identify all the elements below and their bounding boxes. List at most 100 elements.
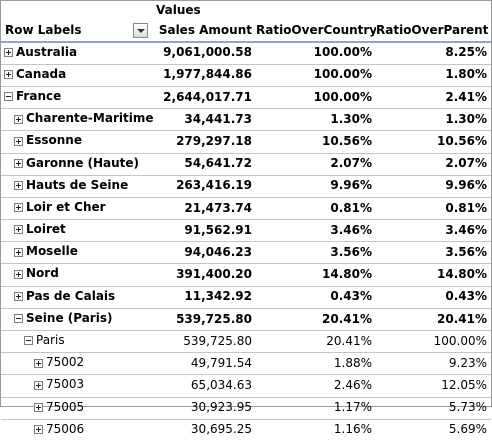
expand-icon[interactable] [34,359,43,368]
table-row[interactable]: Hauts de Seine 263,416.19 9.96% 9.96% [1,175,491,197]
ratio-over-country-cell: 100.00% [256,86,376,108]
ratio-over-country-cell: 9.96% [256,175,376,197]
ratio-over-parent-cell: 3.56% [376,242,491,264]
sales-amount-cell: 21,473.74 [154,197,256,219]
ratio-over-parent-cell: 0.81% [376,197,491,219]
ratio-over-country-cell: 2.46% [256,375,376,397]
ratio-over-parent-cell: 1.80% [376,64,491,86]
table-row[interactable]: Garonne (Haute) 54,641.72 2.07% 2.07% [1,153,491,175]
sales-amount-cell: 34,441.73 [154,109,256,131]
sales-amount-cell: 539,725.80 [154,331,256,353]
collapse-icon[interactable] [14,314,23,323]
ratio-over-country-cell: 1.30% [256,109,376,131]
expand-icon[interactable] [14,203,23,212]
column-header-sales-amount[interactable]: Sales Amount [154,21,256,42]
row-label: Australia [16,43,77,63]
ratio-over-country-cell: 1.88% [256,353,376,375]
sales-amount-cell: 49,791.54 [154,353,256,375]
ratio-over-country-cell: 2.07% [256,153,376,175]
row-labels-filter-dropdown-icon[interactable] [133,23,148,38]
row-label: Pas de Calais [26,287,115,307]
sales-amount-cell: 539,725.80 [154,308,256,330]
table-row[interactable]: Seine (Paris) 539,725.80 20.41% 20.41% [1,308,491,330]
expand-icon[interactable] [14,270,23,279]
ratio-over-parent-cell: 5.69% [376,419,491,441]
row-label: Nord [26,264,59,284]
table-row[interactable]: Loiret 91,562.91 3.46% 3.46% [1,220,491,242]
column-header-ratio-over-parent[interactable]: RatioOverParent [376,21,491,42]
ratio-over-country-cell: 10.56% [256,131,376,153]
values-header: Values [154,1,256,21]
table-row[interactable]: 75006 30,695.25 1.16% 5.69% [1,419,491,441]
table-row[interactable]: Moselle 94,046.23 3.56% 3.56% [1,242,491,264]
row-label: Moselle [26,242,78,262]
sales-amount-cell: 11,342.92 [154,286,256,308]
sales-amount-cell: 30,695.25 [154,419,256,441]
table-row[interactable]: Loir et Cher 21,473.74 0.81% 0.81% [1,197,491,219]
ratio-over-country-cell: 100.00% [256,64,376,86]
expand-icon[interactable] [34,403,43,412]
collapse-icon[interactable] [4,92,13,101]
ratio-over-country-cell: 0.81% [256,197,376,219]
sales-amount-cell: 91,562.91 [154,220,256,242]
sales-amount-cell: 9,061,000.58 [154,42,256,65]
sales-amount-cell: 54,641.72 [154,153,256,175]
expand-icon[interactable] [14,181,23,190]
sales-amount-cell: 263,416.19 [154,175,256,197]
expand-icon[interactable] [34,381,43,390]
row-label: France [16,87,61,107]
row-label: Loir et Cher [26,198,106,218]
corner-cell [1,1,154,21]
ratio-over-parent-cell: 8.25% [376,42,491,65]
column-header-ratio-over-country[interactable]: RatioOverCountry [256,21,376,42]
expand-icon[interactable] [14,137,23,146]
row-label: 75003 [46,375,84,395]
table-row[interactable]: Nord 391,400.20 14.80% 14.80% [1,264,491,286]
sales-amount-cell: 94,046.23 [154,242,256,264]
expand-icon[interactable] [14,248,23,257]
expand-icon[interactable] [14,225,23,234]
table-row[interactable]: 75003 65,034.63 2.46% 12.05% [1,375,491,397]
ratio-over-parent-cell: 0.43% [376,286,491,308]
ratio-over-parent-cell: 20.41% [376,308,491,330]
expand-icon[interactable] [4,48,13,57]
expand-icon[interactable] [4,70,13,79]
ratio-over-country-cell: 0.43% [256,286,376,308]
sales-amount-cell: 279,297.18 [154,131,256,153]
row-label: Loiret [26,220,66,240]
ratio-over-parent-cell: 10.56% [376,131,491,153]
expand-icon[interactable] [34,425,43,434]
table-row[interactable]: Canada 1,977,844.86 100.00% 1.80% [1,64,491,86]
ratio-over-parent-cell: 2.07% [376,153,491,175]
row-label: Paris [36,331,65,351]
table-row[interactable]: 75002 49,791.54 1.88% 9.23% [1,353,491,375]
ratio-over-country-cell: 20.41% [256,308,376,330]
ratio-over-country-cell: 1.16% [256,419,376,441]
expand-icon[interactable] [14,115,23,124]
table-row[interactable]: Essonne 279,297.18 10.56% 10.56% [1,131,491,153]
expand-icon[interactable] [14,292,23,301]
table-row[interactable]: 75005 30,923.95 1.17% 5.73% [1,397,491,419]
ratio-over-parent-cell: 100.00% [376,331,491,353]
table-row[interactable]: France 2,644,017.71 100.00% 2.41% [1,86,491,108]
sales-amount-cell: 1,977,844.86 [154,64,256,86]
table-row[interactable]: Pas de Calais 11,342.92 0.43% 0.43% [1,286,491,308]
sales-amount-cell: 2,644,017.71 [154,86,256,108]
collapse-icon[interactable] [24,336,33,345]
ratio-over-country-cell: 3.46% [256,220,376,242]
table-row[interactable]: Charente-Maritime 34,441.73 1.30% 1.30% [1,109,491,131]
ratio-over-country-cell: 20.41% [256,331,376,353]
sales-amount-cell: 391,400.20 [154,264,256,286]
ratio-over-parent-cell: 5.73% [376,397,491,419]
ratio-over-parent-cell: 3.46% [376,220,491,242]
table-row[interactable]: Australia 9,061,000.58 100.00% 8.25% [1,42,491,65]
empty-header-cell [376,1,491,21]
row-label: 75002 [46,353,84,373]
row-label: Essonne [26,131,82,151]
table-row[interactable]: Paris 539,725.80 20.41% 100.00% [1,331,491,353]
row-label: 75005 [46,398,84,418]
ratio-over-parent-cell: 14.80% [376,264,491,286]
expand-icon[interactable] [14,159,23,168]
row-label: 75006 [46,420,84,440]
